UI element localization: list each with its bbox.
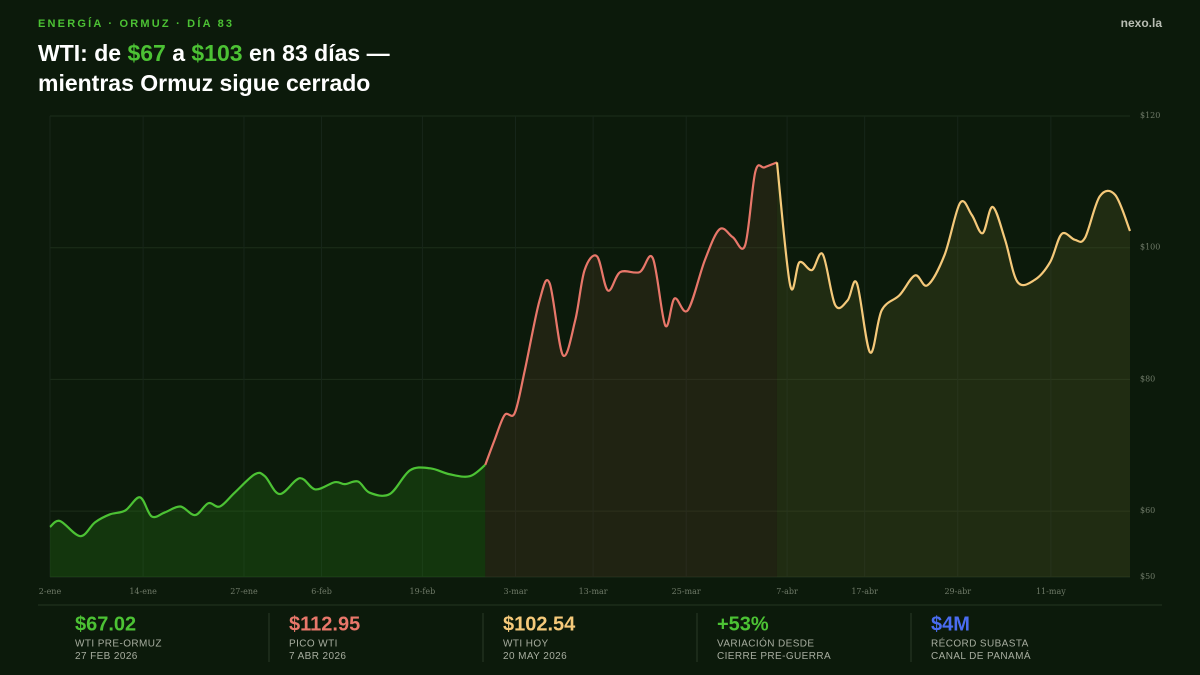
title-part: a (166, 40, 192, 66)
stat-value: $112.95 (289, 613, 360, 635)
stat-label: CIERRE PRE-GUERRA (717, 651, 831, 662)
y-tick-label: $80 (1140, 374, 1155, 383)
title-part: WTI: de (38, 40, 127, 66)
x-tick-label: 19-feb (410, 587, 436, 596)
stat-label: PICO WTI (289, 639, 338, 650)
line (49, 464, 486, 538)
y-tick-label: $60 (1140, 506, 1155, 515)
title: WTI: de $67 a $103 en 83 días — mientras … (38, 40, 390, 96)
x-tick-label: 7-abr (776, 587, 798, 596)
stat-label: RÉCORD SUBASTA (931, 637, 1029, 650)
x-tick-label: 11-may (1036, 587, 1066, 596)
stat-value: $67.02 (75, 613, 136, 635)
stat-value: +53% (717, 613, 769, 635)
stat-label: CANAL DE PANAMÁ (931, 649, 1031, 662)
title-part: $103 (191, 40, 242, 66)
area (50, 464, 486, 577)
x-tick-label: 6-feb (311, 587, 332, 596)
x-tick-label: 27-ene (230, 587, 258, 596)
line (484, 161, 778, 466)
x-tick-label: 13-mar (579, 587, 608, 596)
stat-label: 7 ABR 2026 (289, 651, 346, 662)
brand: nexo.la (1121, 16, 1163, 30)
title-part: mientras Ormuz sigue cerrado (38, 70, 370, 96)
stat-label: WTI HOY (503, 639, 549, 650)
title-part: en 83 días — (243, 40, 390, 66)
area (776, 162, 1130, 577)
title-part: $67 (127, 40, 165, 66)
x-tick-label: 29-abr (944, 587, 971, 596)
x-tick-label: 3-mar (504, 587, 528, 596)
x-tick-label: 25-mar (672, 587, 701, 596)
x-tick-label: 14-ene (129, 587, 157, 596)
x-tick-label: 17-abr (851, 587, 878, 596)
area (485, 162, 777, 577)
stat-value: $102.54 (503, 613, 576, 635)
y-tick-label: $120 (1140, 111, 1160, 120)
y-tick-label: $50 (1140, 572, 1155, 581)
stat-label: WTI PRE-ORMUZ (75, 639, 162, 650)
kicker: ENERGÍA · ORMUZ · DÍA 83 (38, 17, 234, 30)
stat-value: $4M (931, 613, 970, 635)
stat-label: 27 FEB 2026 (75, 651, 138, 662)
x-tick-label: 2-ene (39, 587, 62, 596)
y-tick-label: $100 (1140, 243, 1160, 252)
line (775, 162, 1132, 354)
stat-label: 20 MAY 2026 (503, 651, 567, 662)
stat-label: VARIACIÓN DESDE (717, 637, 815, 650)
